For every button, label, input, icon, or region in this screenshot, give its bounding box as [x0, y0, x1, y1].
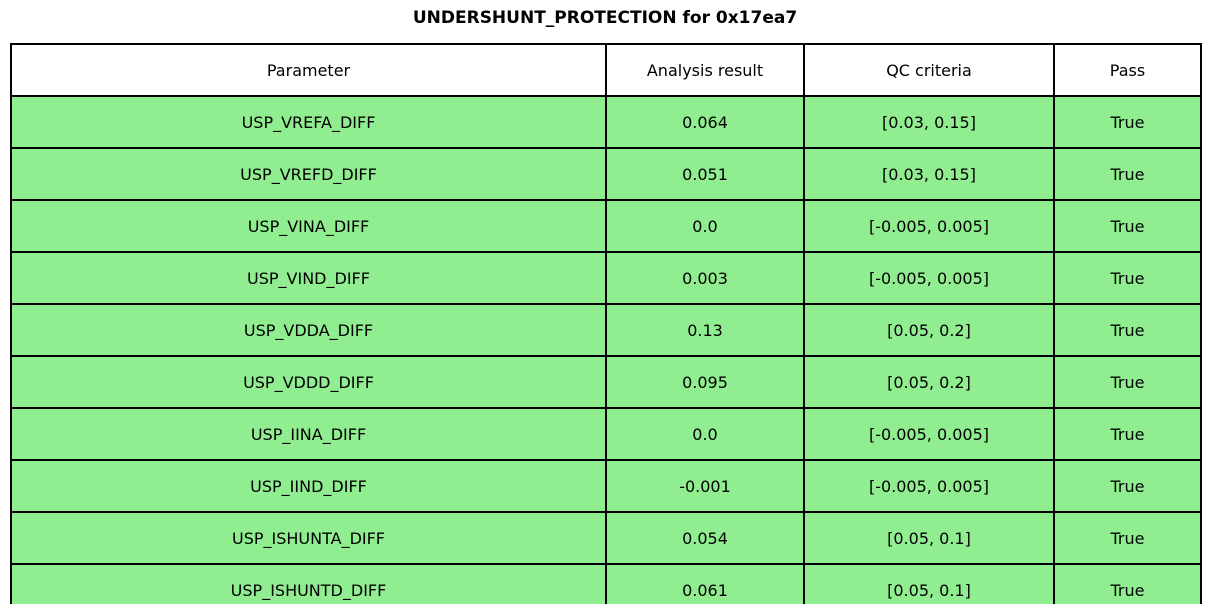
column-header-parameter: Parameter [10, 43, 607, 97]
parameter-cell: USP_VDDA_DIFF [10, 303, 607, 357]
pass-cell: True [1053, 147, 1202, 201]
qc-criteria-cell: [-0.005, 0.005] [803, 199, 1055, 253]
parameter-cell: USP_ISHUNTA_DIFF [10, 511, 607, 565]
qc-table: Parameter Analysis result QC criteria Pa… [10, 43, 1202, 604]
parameter-cell: USP_VREFA_DIFF [10, 95, 607, 149]
table-row: USP_IINA_DIFF 0.0 [-0.005, 0.005] True [10, 407, 1202, 461]
parameter-cell: USP_IINA_DIFF [10, 407, 607, 461]
analysis-result-cell: 0.0 [605, 199, 805, 253]
analysis-result-cell: -0.001 [605, 459, 805, 513]
parameter-cell: USP_ISHUNTD_DIFF [10, 563, 607, 604]
pass-cell: True [1053, 563, 1202, 604]
analysis-result-cell: 0.095 [605, 355, 805, 409]
qc-criteria-cell: [0.05, 0.1] [803, 511, 1055, 565]
parameter-cell: USP_IIND_DIFF [10, 459, 607, 513]
table-row: USP_VREFD_DIFF 0.051 [0.03, 0.15] True [10, 147, 1202, 201]
pass-cell: True [1053, 251, 1202, 305]
pass-cell: True [1053, 95, 1202, 149]
column-header-pass: Pass [1053, 43, 1202, 97]
qc-criteria-cell: [0.05, 0.2] [803, 355, 1055, 409]
parameter-cell: USP_VIND_DIFF [10, 251, 607, 305]
qc-criteria-cell: [0.05, 0.1] [803, 563, 1055, 604]
qc-criteria-cell: [0.03, 0.15] [803, 95, 1055, 149]
pass-cell: True [1053, 407, 1202, 461]
analysis-result-cell: 0.0 [605, 407, 805, 461]
qc-criteria-cell: [-0.005, 0.005] [803, 459, 1055, 513]
pass-cell: True [1053, 303, 1202, 357]
qc-table-body: USP_VREFA_DIFF 0.064 [0.03, 0.15] True USP_V… [10, 95, 1202, 604]
header-row: Parameter Analysis result QC criteria Pa… [10, 43, 1202, 97]
pass-cell: True [1053, 459, 1202, 513]
qc-criteria-cell: [-0.005, 0.005] [803, 251, 1055, 305]
table-row: USP_VIND_DIFF 0.003 [-0.005, 0.005] True [10, 251, 1202, 305]
qc-criteria-cell: [0.03, 0.15] [803, 147, 1055, 201]
page-title: UNDERSHUNT_PROTECTION for 0x17ea7 [412, 8, 798, 28]
pass-cell: True [1053, 511, 1202, 565]
table-row: USP_ISHUNTD_DIFF 0.061 [0.05, 0.1] True [10, 563, 1202, 604]
parameter-cell: USP_VREFD_DIFF [10, 147, 607, 201]
analysis-result-cell: 0.13 [605, 303, 805, 357]
pass-cell: True [1053, 199, 1202, 253]
table-row: USP_VREFA_DIFF 0.064 [0.03, 0.15] True [10, 95, 1202, 149]
analysis-result-cell: 0.051 [605, 147, 805, 201]
analysis-result-cell: 0.064 [605, 95, 805, 149]
parameter-cell: USP_VINA_DIFF [10, 199, 607, 253]
analysis-result-cell: 0.061 [605, 563, 805, 604]
table-row: USP_VDDA_DIFF 0.13 [0.05, 0.2] True [10, 303, 1202, 357]
table-row: USP_VDDD_DIFF 0.095 [0.05, 0.2] True [10, 355, 1202, 409]
analysis-result-cell: 0.003 [605, 251, 805, 305]
table-row: USP_ISHUNTA_DIFF 0.054 [0.05, 0.1] True [10, 511, 1202, 565]
analysis-result-cell: 0.054 [605, 511, 805, 565]
qc-criteria-cell: [0.05, 0.2] [803, 303, 1055, 357]
table-row: USP_IIND_DIFF -0.001 [-0.005, 0.005] True [10, 459, 1202, 513]
pass-cell: True [1053, 355, 1202, 409]
column-header-qc-criteria: QC criteria [803, 43, 1055, 97]
parameter-cell: USP_VDDD_DIFF [10, 355, 607, 409]
table-row: USP_VINA_DIFF 0.0 [-0.005, 0.005] True [10, 199, 1202, 253]
qc-criteria-cell: [-0.005, 0.005] [803, 407, 1055, 461]
column-header-analysis-result: Analysis result [605, 43, 805, 97]
